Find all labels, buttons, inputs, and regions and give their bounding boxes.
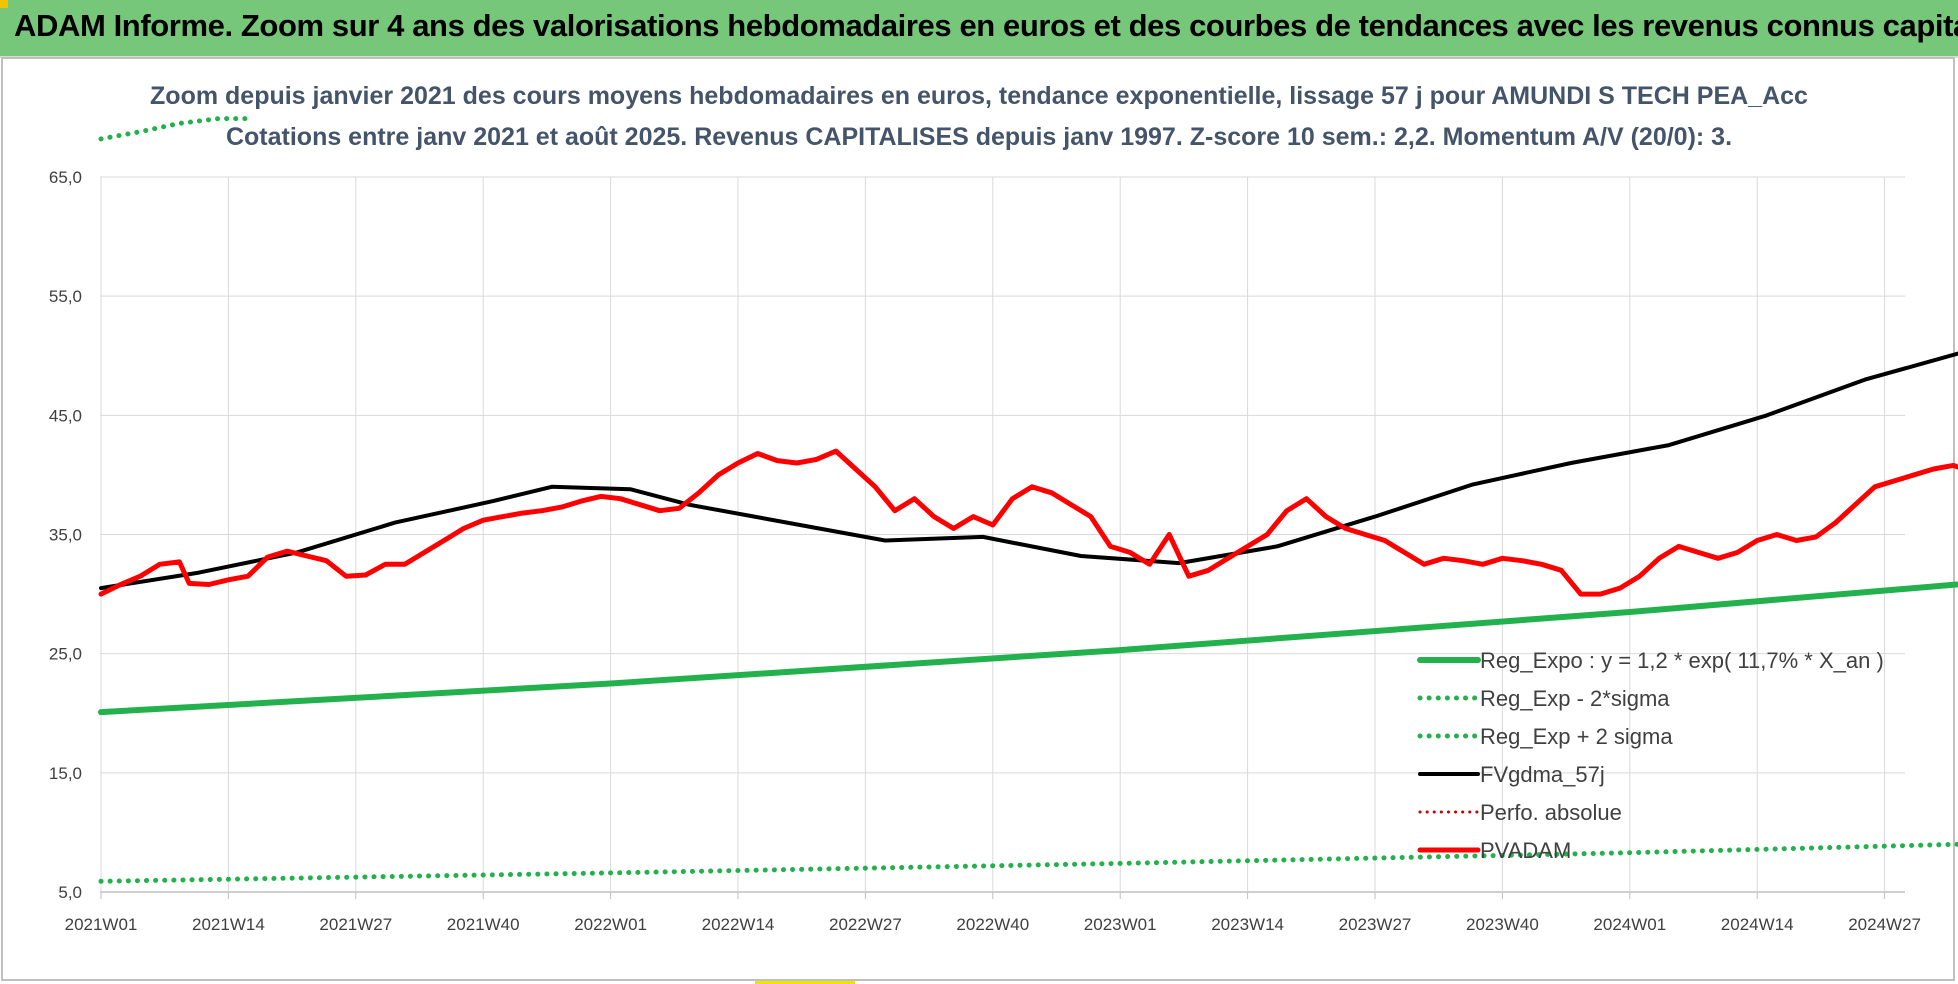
x-axis: 2021W01 2021W14 2021W27 2021W40 2022W01 2022W… — [65, 915, 1921, 934]
x-tick-label: 2023W27 — [1339, 915, 1412, 934]
series-layer — [98, 116, 1958, 884]
page-title: ADAM Informe. Zoom sur 4 ans des valoris… — [14, 8, 1958, 43]
y-tick-label: 65,0 — [49, 168, 82, 187]
x-tick-label: 2021W40 — [447, 915, 520, 934]
series-reg-exp-2-sigma-line — [98, 116, 300, 142]
grid — [100, 176, 1905, 899]
series-fvgdma-57j-line — [99, 351, 1958, 591]
chart-border — [1, 57, 1955, 981]
y-tick-label: 45,0 — [49, 406, 82, 425]
subtitle-backdrop — [250, 74, 1700, 162]
series-pvadam-line — [98, 448, 1958, 597]
x-tick-label: 2022W27 — [829, 915, 902, 934]
x-tick-label: 2023W14 — [1211, 915, 1284, 934]
x-tick-label: 2023W01 — [1084, 915, 1157, 934]
title-banner: ADAM Informe. Zoom sur 4 ans des valoris… — [0, 0, 1958, 58]
x-tick-label: 2021W01 — [65, 915, 138, 934]
legend-label: FVgdma_57j — [1480, 762, 1605, 787]
y-tick-label: 5,0 — [58, 883, 82, 902]
x-tick-label: 2022W01 — [574, 915, 647, 934]
y-tick-label: 25,0 — [49, 645, 82, 664]
chart-subtitle-2: Cotations entre janv 2021 et août 2025. … — [226, 123, 1732, 151]
legend-label: PVADAM — [1480, 838, 1571, 863]
series-reg-exp-2-sigma-line — [98, 841, 1958, 884]
series-reg-expo-y-1-2-exp-11-7-x-an-line — [98, 581, 1958, 716]
y-tick-label: 55,0 — [49, 287, 82, 306]
chart-subtitle-1: Zoom depuis janvier 2021 des cours moyen… — [150, 82, 1808, 110]
x-tick-label: 2022W14 — [702, 915, 775, 934]
corner-marker — [0, 0, 8, 8]
legend-label: Perfo. absolue — [1480, 800, 1622, 825]
y-axis: 65,0 55,0 45,0 35,0 25,0 15,0 5,0 — [49, 168, 82, 902]
x-tick-label: 2021W14 — [192, 915, 265, 934]
x-tick-label: 2023W40 — [1466, 915, 1539, 934]
bottom-marker — [755, 980, 855, 984]
legend-label: Reg_Expo : y = 1,2 * exp( 11,7% * X_an ) — [1480, 648, 1884, 673]
chart-area: 65,055,045,035,025,015,05,0 2021W01 2021W… — [1, 57, 1958, 981]
x-tick-label: 2024W14 — [1721, 915, 1794, 934]
legend: Reg_Expo : y = 1,2 * exp( 11,7% * X_an )… — [1417, 648, 1884, 863]
x-tick-label: 2024W01 — [1593, 915, 1666, 934]
legend-label: Reg_Exp - 2*sigma — [1480, 686, 1670, 711]
y-tick-label: 35,0 — [49, 526, 82, 545]
x-tick-label: 2022W40 — [956, 915, 1029, 934]
legend-label: Reg_Exp + 2 sigma — [1480, 724, 1673, 749]
x-tick-label: 2021W27 — [319, 915, 392, 934]
y-tick-label: 15,0 — [49, 764, 82, 783]
x-tick-label: 2024W27 — [1848, 915, 1921, 934]
